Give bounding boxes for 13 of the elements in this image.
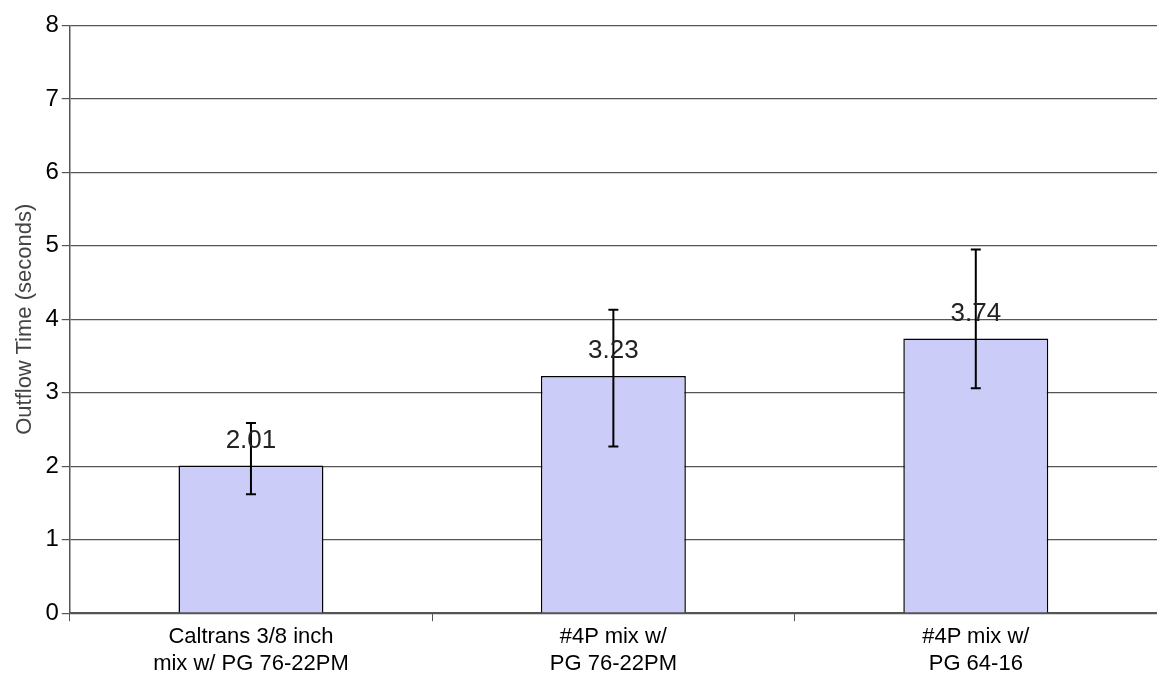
- y-tick-label: 6: [45, 156, 59, 184]
- y-axis-title: Outflow Time (seconds): [11, 203, 37, 435]
- x-tick-label: #4P mix w/ PG 76-22PM: [549, 623, 677, 675]
- y-tick-label: 7: [45, 83, 59, 111]
- y-tick-label: 5: [45, 230, 59, 258]
- x-tick-label: #4P mix w/ PG 64-16: [922, 623, 1031, 675]
- y-tick-label: 8: [45, 10, 59, 38]
- y-tick-label: 0: [45, 597, 59, 625]
- x-tick-label: Caltrans 3/8 inch mix w/ PG 76-22PM: [153, 623, 349, 675]
- y-tick-label: 1: [45, 524, 59, 552]
- y-tick-label: 3: [45, 377, 59, 405]
- y-tick-label: 2: [45, 450, 59, 478]
- y-tick-label: 4: [45, 303, 59, 331]
